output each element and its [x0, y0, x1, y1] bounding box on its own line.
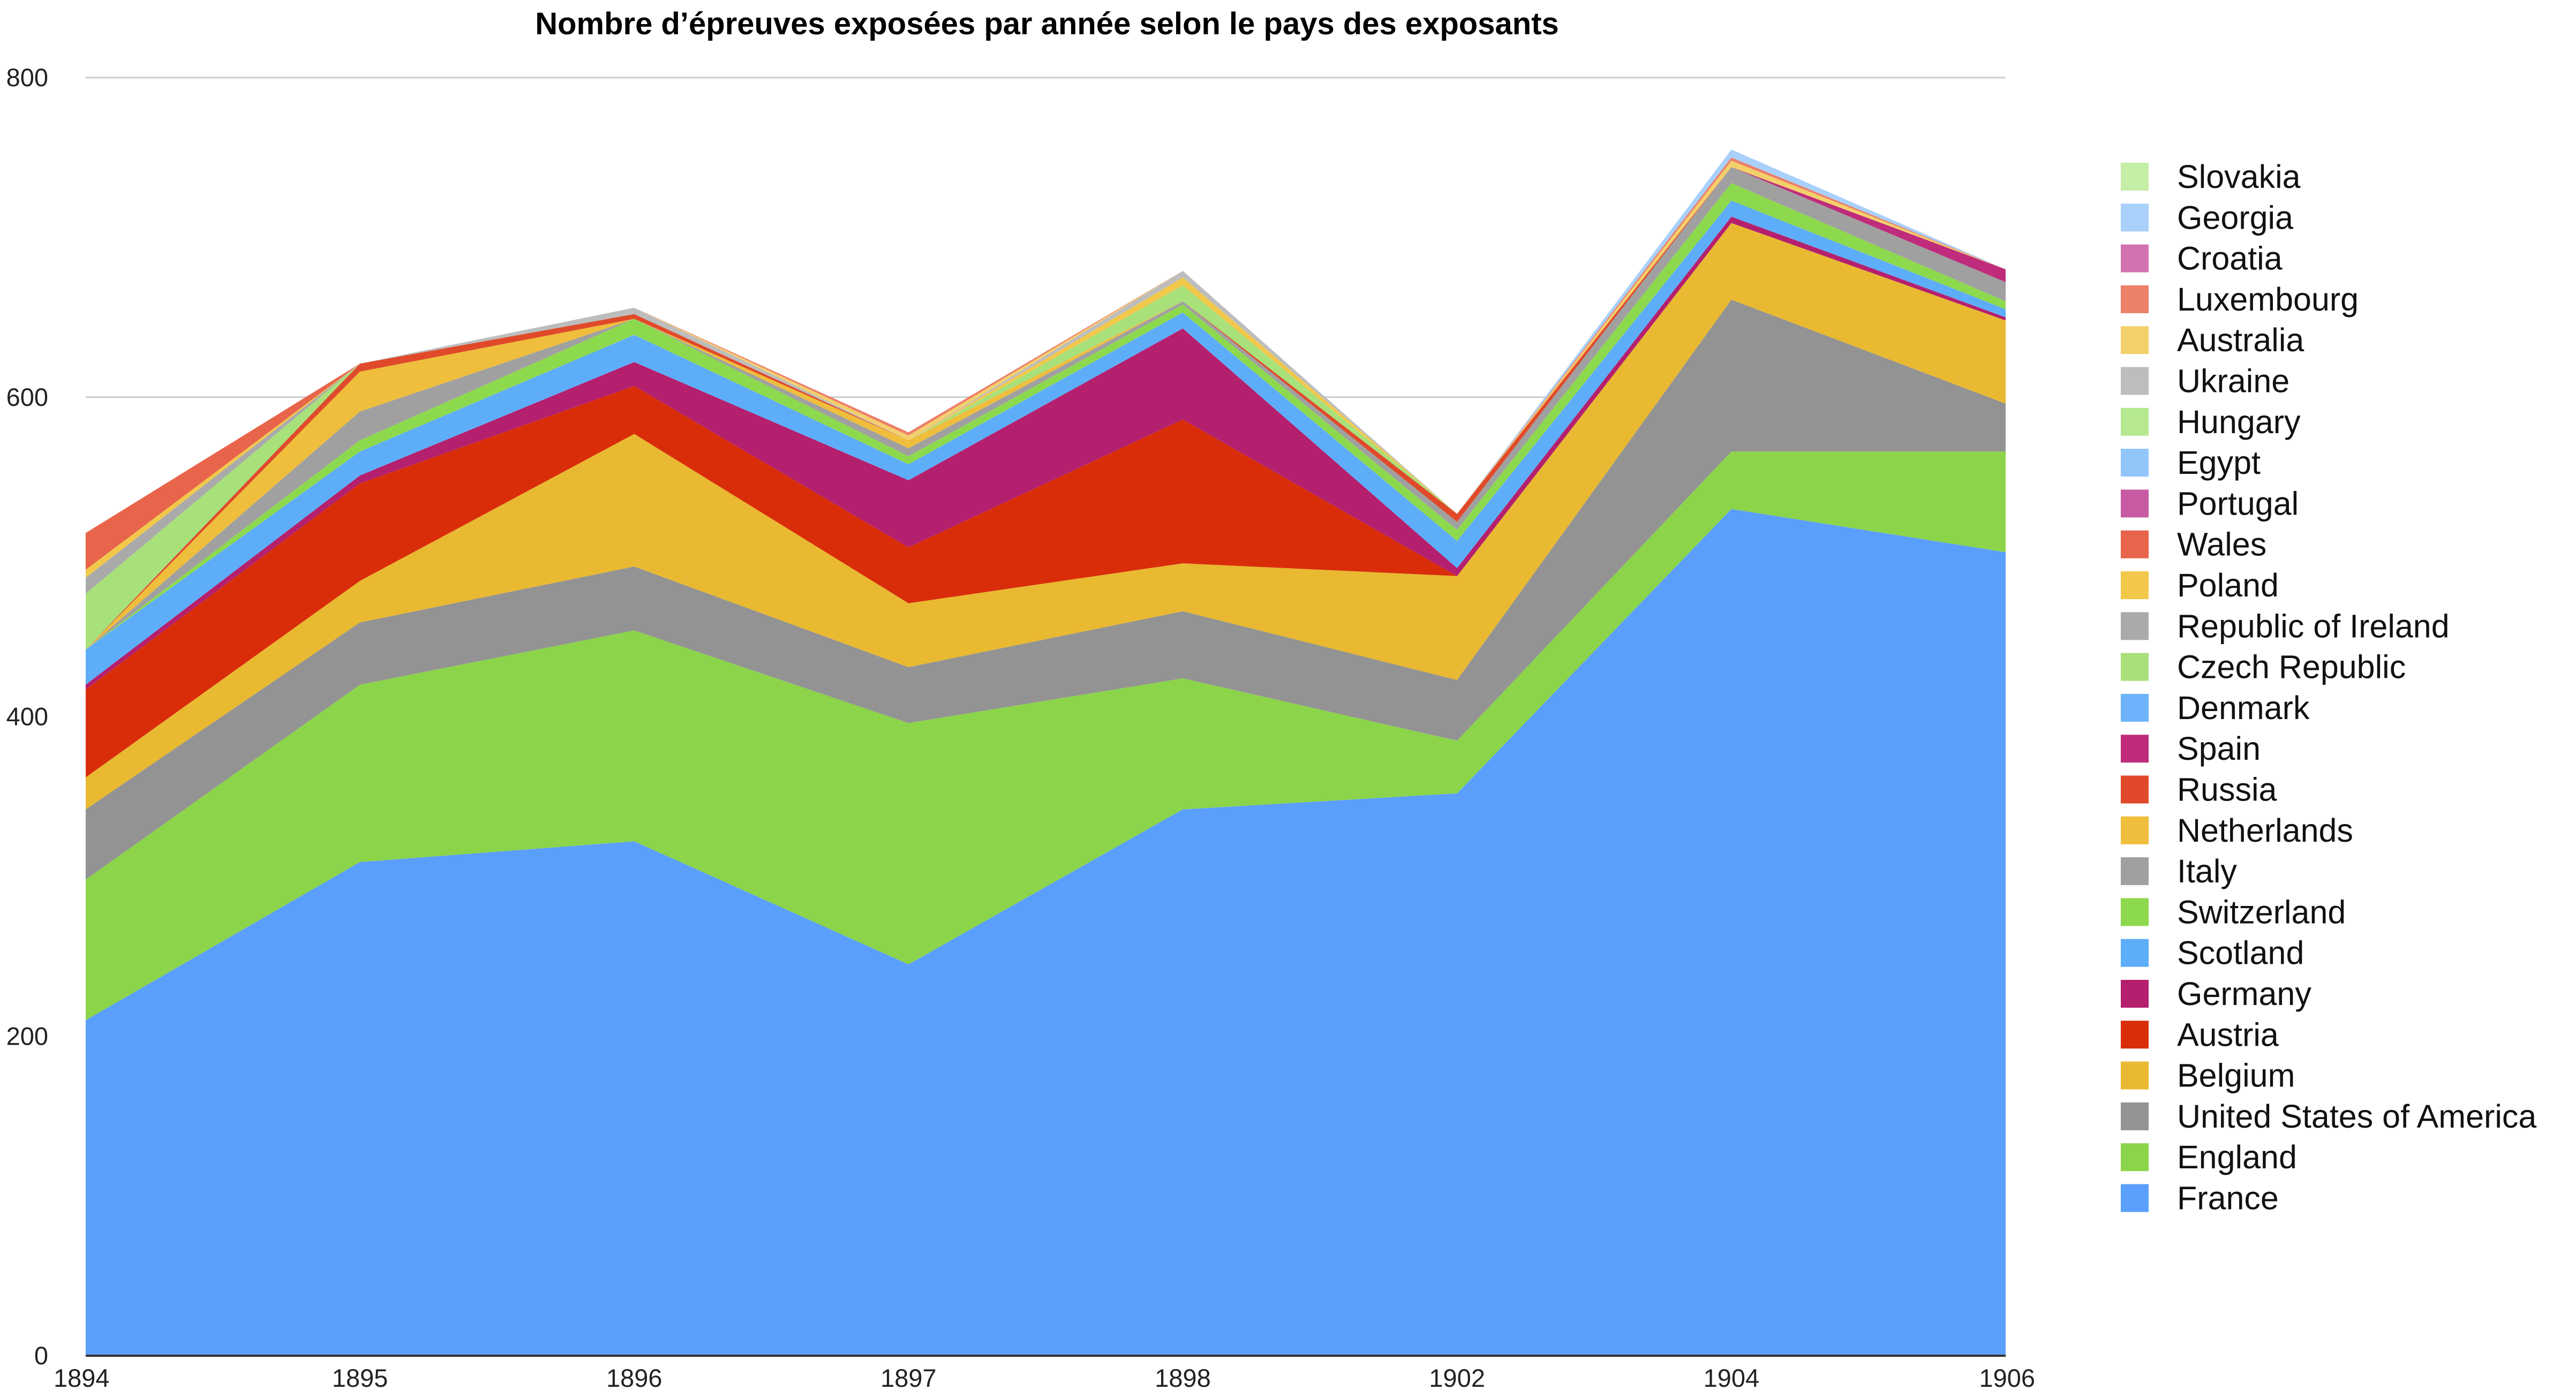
legend-label-italy: Italy — [2177, 853, 2237, 889]
area-austria — [86, 223, 2006, 777]
legend-swatch-italy — [2121, 857, 2149, 886]
legend-swatch-austria — [2121, 1021, 2149, 1049]
area-united-states-of-america — [86, 299, 2006, 880]
legend-swatch-republic-of-ireland — [2121, 612, 2149, 640]
legend-label-spain: Spain — [2177, 730, 2261, 767]
x-tick-label: 1895 — [332, 1364, 388, 1390]
legend-swatch-slovakia — [2121, 163, 2149, 191]
legend-label-czech-republic: Czech Republic — [2177, 649, 2406, 685]
legend-label-republic-of-ireland: Republic of Ireland — [2177, 608, 2450, 644]
x-tick-label: 1897 — [880, 1364, 937, 1390]
legend-label-wales: Wales — [2177, 526, 2266, 563]
legend-swatch-netherlands — [2121, 816, 2149, 844]
legend-label-switzerland: Switzerland — [2177, 894, 2346, 930]
legend-label-croatia: Croatia — [2177, 240, 2283, 277]
legend-label-slovakia: Slovakia — [2177, 158, 2301, 195]
legend-swatch-georgia — [2121, 203, 2149, 232]
legend-label-scotland: Scotland — [2177, 935, 2304, 971]
plot-areas — [86, 149, 2006, 1356]
legend-label-georgia: Georgia — [2177, 199, 2293, 236]
legend-label-united-states-of-america: United States of America — [2177, 1098, 2536, 1135]
chart-title: Nombre d’épreuves exposées par année sel… — [535, 6, 1559, 41]
x-tick-label: 1894 — [54, 1364, 110, 1390]
legend-label-australia: Australia — [2177, 322, 2304, 358]
legend-label-hungary: Hungary — [2177, 404, 2301, 440]
area-england — [86, 451, 2006, 1021]
legend-label-denmark: Denmark — [2177, 690, 2310, 726]
legend: Slovakia Georgia Croatia Luxembourg Australi… — [2121, 158, 2536, 1217]
area-belgium — [86, 223, 2006, 810]
legend-swatch-germany — [2121, 980, 2149, 1008]
axes: 0 200 400 600 800 1894 1895 1896 1897 1898 1902 190… — [6, 63, 2035, 1390]
legend-swatch-hungary — [2121, 407, 2149, 436]
legend-swatch-czech-republic — [2121, 653, 2149, 681]
x-tick-label: 1898 — [1155, 1364, 1211, 1390]
legend-swatch-luxembourg — [2121, 285, 2149, 313]
x-tick-label: 1902 — [1429, 1364, 1485, 1390]
legend-swatch-england — [2121, 1143, 2149, 1172]
legend-swatch-croatia — [2121, 244, 2149, 273]
area-france — [86, 509, 2006, 1356]
legend-swatch-wales — [2121, 530, 2149, 558]
y-tick-label: 0 — [34, 1341, 48, 1370]
x-tick-label: 1904 — [1704, 1364, 1760, 1390]
legend-swatch-ukraine — [2121, 367, 2149, 395]
legend-label-england: England — [2177, 1139, 2297, 1175]
area-georgia — [86, 149, 2006, 533]
legend-label-germany: Germany — [2177, 976, 2311, 1012]
legend-swatch-scotland — [2121, 939, 2149, 967]
y-tick-label: 600 — [6, 383, 48, 411]
legend-swatch-australia — [2121, 326, 2149, 354]
area-italy — [86, 167, 2006, 650]
y-tick-label: 400 — [6, 702, 48, 731]
legend-swatch-russia — [2121, 775, 2149, 804]
legend-label-ukraine: Ukraine — [2177, 363, 2289, 399]
legend-label-poland: Poland — [2177, 567, 2279, 603]
legend-swatch-switzerland — [2121, 898, 2149, 926]
x-tick-label: 1896 — [606, 1364, 662, 1390]
legend-label-netherlands: Netherlands — [2177, 812, 2353, 849]
legend-swatch-belgium — [2121, 1061, 2149, 1090]
legend-label-portugal: Portugal — [2177, 485, 2299, 522]
legend-swatch-united-states-of-america — [2121, 1102, 2149, 1130]
legend-label-luxembourg: Luxembourg — [2177, 281, 2359, 318]
legend-label-france: France — [2177, 1180, 2279, 1217]
area-switzerland — [86, 183, 2006, 650]
y-tick-label: 800 — [6, 63, 48, 92]
legend-swatch-france — [2121, 1184, 2149, 1212]
legend-label-austria: Austria — [2177, 1016, 2279, 1053]
legend-label-russia: Russia — [2177, 772, 2277, 808]
legend-label-belgium: Belgium — [2177, 1057, 2295, 1094]
legend-swatch-portugal — [2121, 489, 2149, 518]
legend-label-egypt: Egypt — [2177, 444, 2261, 481]
legend-swatch-egypt — [2121, 449, 2149, 477]
area-germany — [86, 216, 2006, 690]
x-tick-label: 1906 — [1979, 1364, 2035, 1390]
legend-swatch-denmark — [2121, 693, 2149, 722]
legend-swatch-poland — [2121, 571, 2149, 599]
y-tick-label: 200 — [6, 1022, 48, 1050]
legend-swatch-spain — [2121, 735, 2149, 763]
